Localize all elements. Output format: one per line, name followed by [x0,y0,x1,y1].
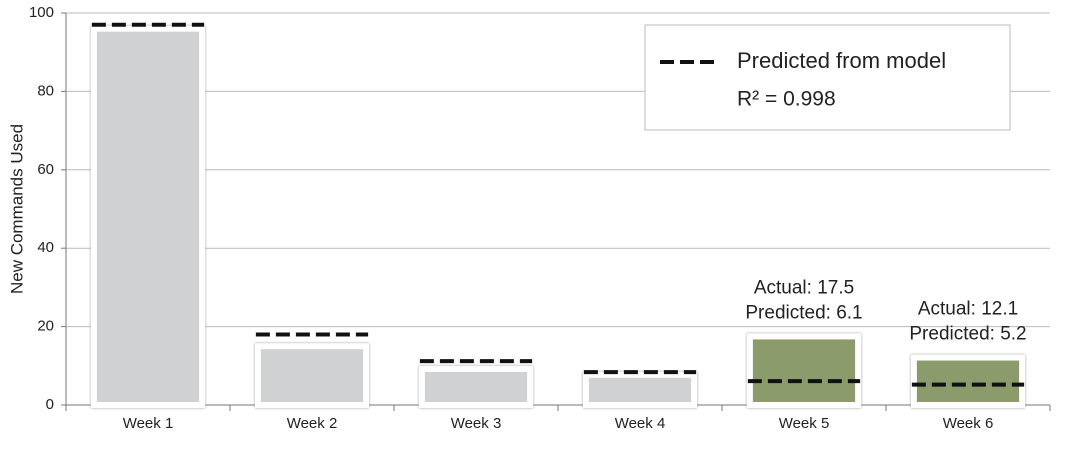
bar [910,354,1026,408]
x-tick-label: Week 2 [287,415,338,432]
value-label: Predicted: 5.2 [909,324,1026,345]
bar [582,371,698,409]
legend-note: R² = 0.998 [737,88,836,111]
bar [746,333,862,408]
y-axis-label: New Commands Used [7,124,26,294]
x-tick-label: Week 1 [123,415,174,432]
y-tick-label: 60 [37,161,54,178]
x-tick-label: Week 4 [615,415,666,432]
legend-box [644,24,1011,131]
bar [418,365,534,409]
value-label: Actual: 12.1 [918,299,1018,320]
legend-label: Predicted from model [737,48,946,73]
x-tick-label: Week 6 [943,415,994,432]
x-tick-label: Week 5 [779,415,830,432]
x-tick-label: Week 3 [451,415,502,432]
value-label: Actual: 17.5 [754,277,854,298]
y-tick-label: 100 [29,4,54,21]
bar [90,25,206,409]
value-label: Predicted: 6.1 [745,302,862,323]
y-tick-label: 0 [46,396,54,413]
bar [254,343,370,409]
y-tick-label: 80 [37,82,54,99]
y-tick-label: 40 [37,239,54,256]
y-tick-label: 20 [37,318,54,335]
